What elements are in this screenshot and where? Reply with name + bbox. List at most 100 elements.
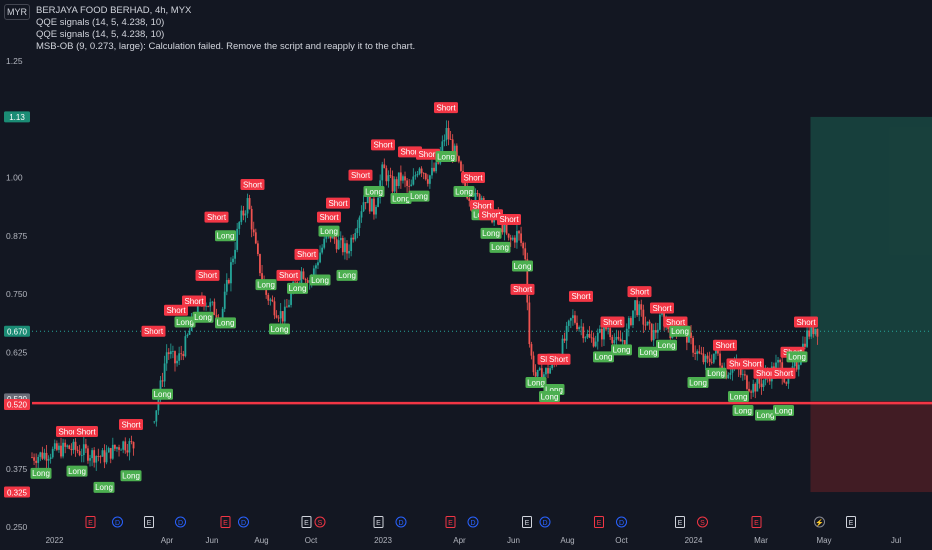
short-signal-tag[interactable] <box>794 316 818 328</box>
split-icon[interactable] <box>314 516 326 528</box>
dividend-icon[interactable] <box>467 516 479 528</box>
short-signal-tag[interactable] <box>497 213 521 225</box>
long-signal-tag[interactable] <box>336 269 358 281</box>
short-signal-tag[interactable] <box>276 269 301 281</box>
long-signal-tag[interactable] <box>363 185 385 197</box>
short-signal-tag[interactable] <box>240 178 265 190</box>
indicator-label-3[interactable]: MSB-OB (9, 0.273, large): Calculation fa… <box>36 41 416 52</box>
short-signal-tag[interactable] <box>294 248 319 260</box>
short-signal-tag[interactable] <box>600 316 625 328</box>
short-signal-tag[interactable] <box>470 199 494 211</box>
short-signal-tag[interactable] <box>317 211 341 223</box>
price-axis-tag <box>4 325 30 337</box>
long-signal-tag[interactable] <box>593 351 614 363</box>
candle-body <box>478 194 481 204</box>
long-signal-tag[interactable] <box>728 391 749 403</box>
long-signal-tag[interactable] <box>93 481 115 493</box>
long-signal-tag[interactable] <box>66 465 88 477</box>
long-signal-tag[interactable] <box>30 467 52 479</box>
earnings-icon[interactable] <box>675 516 685 528</box>
dividend-icon[interactable] <box>395 516 407 528</box>
long-signal-tag[interactable] <box>525 377 547 389</box>
short-signal-tag[interactable] <box>461 172 485 183</box>
long-signal-tag[interactable] <box>755 409 776 421</box>
short-signal-tag[interactable] <box>434 102 458 114</box>
long-signal-tag[interactable] <box>489 241 511 253</box>
earnings-icon[interactable] <box>522 516 532 528</box>
dividend-icon[interactable] <box>175 516 186 528</box>
long-signal-tag[interactable] <box>215 230 236 242</box>
long-signal-tag[interactable] <box>269 323 290 335</box>
long-signal-tag[interactable] <box>152 388 173 400</box>
short-signal-tag[interactable] <box>195 269 220 281</box>
long-signal-tag[interactable] <box>435 151 457 163</box>
candle-body <box>381 164 384 181</box>
short-signal-tag[interactable] <box>416 148 440 160</box>
long-signal-tag[interactable] <box>120 470 142 482</box>
earnings-icon[interactable] <box>85 516 96 528</box>
long-signal-tag[interactable] <box>255 279 277 291</box>
short-signal-tag[interactable] <box>713 339 737 351</box>
short-signal-tag[interactable] <box>740 358 764 370</box>
candle-body <box>126 450 129 453</box>
currency-badge[interactable]: MYR <box>4 4 30 20</box>
long-signal-tag[interactable] <box>687 377 709 389</box>
short-signal-tag[interactable] <box>74 425 98 437</box>
short-signal-tag[interactable] <box>371 139 395 151</box>
long-signal-tag[interactable] <box>318 225 340 237</box>
earnings-icon[interactable] <box>846 516 856 528</box>
candle-body <box>648 321 651 324</box>
long-signal-tag[interactable] <box>786 351 808 363</box>
earnings-icon[interactable] <box>220 516 231 528</box>
earnings-icon[interactable] <box>445 516 456 528</box>
short-signal-tag[interactable] <box>141 325 166 337</box>
long-signal-tag[interactable] <box>390 192 412 204</box>
long-signal-tag[interactable] <box>512 260 533 272</box>
short-signal-tag[interactable] <box>119 418 143 430</box>
earnings-icon[interactable] <box>301 516 312 528</box>
long-signal-tag[interactable] <box>638 346 659 358</box>
long-signal-tag[interactable] <box>611 344 632 356</box>
long-signal-tag[interactable] <box>215 317 236 329</box>
short-signal-tag[interactable] <box>650 302 674 314</box>
indicator-label-1[interactable]: QQE signals (14, 5, 4.238, 10) <box>36 17 165 28</box>
short-signal-tag[interactable] <box>326 197 350 209</box>
short-signal-tag[interactable] <box>771 367 796 379</box>
short-signal-tag[interactable] <box>569 290 593 302</box>
long-signal-tag[interactable] <box>773 405 794 416</box>
short-signal-tag[interactable] <box>627 286 652 298</box>
long-signal-tag[interactable] <box>732 405 754 416</box>
short-signal-tag[interactable] <box>546 353 571 365</box>
long-signal-tag[interactable] <box>408 190 430 202</box>
short-signal-tag[interactable] <box>164 304 188 316</box>
earnings-icon[interactable] <box>144 516 154 528</box>
short-signal-tag[interactable] <box>204 211 229 223</box>
long-signal-tag[interactable] <box>192 311 214 323</box>
long-signal-tag[interactable] <box>453 185 475 197</box>
short-signal-tag[interactable] <box>663 316 688 328</box>
dividend-icon[interactable] <box>112 516 123 528</box>
earnings-icon[interactable] <box>751 516 762 528</box>
candle-body <box>561 338 564 359</box>
dividend-icon[interactable] <box>238 516 249 528</box>
x-tick-label: 2023 <box>374 536 392 545</box>
split-icon[interactable] <box>697 516 708 528</box>
long-signal-tag[interactable] <box>174 316 196 328</box>
long-signal-tag[interactable] <box>539 391 560 403</box>
earnings-icon[interactable] <box>373 516 384 528</box>
earnings-icon[interactable] <box>594 516 604 528</box>
long-signal-tag[interactable] <box>309 274 331 286</box>
short-signal-tag[interactable] <box>182 295 206 307</box>
dividend-icon[interactable] <box>539 516 551 528</box>
long-signal-tag[interactable] <box>480 227 502 239</box>
short-signal-tag[interactable] <box>510 283 535 295</box>
long-signal-tag[interactable] <box>669 325 691 337</box>
long-signal-tag[interactable] <box>656 339 677 351</box>
long-signal-tag[interactable] <box>705 367 727 379</box>
flash-icon[interactable] <box>814 516 825 528</box>
indicator-label-2[interactable]: QQE signals (14, 5, 4.238, 10) <box>36 29 165 40</box>
short-signal-tag[interactable] <box>348 169 373 181</box>
dividend-icon[interactable] <box>616 516 627 528</box>
long-signal-tag[interactable] <box>287 282 308 294</box>
